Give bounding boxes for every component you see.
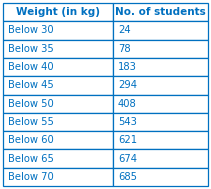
Text: No. of students: No. of students <box>115 7 206 17</box>
Bar <box>3 113 113 131</box>
Bar <box>3 3 113 21</box>
Text: 543: 543 <box>118 117 137 127</box>
Bar <box>113 40 208 58</box>
Bar <box>113 113 208 131</box>
Bar <box>113 3 208 21</box>
Text: Below 35: Below 35 <box>8 44 54 54</box>
Bar <box>3 21 113 40</box>
Text: 24: 24 <box>118 26 131 36</box>
Bar <box>113 168 208 186</box>
Text: Below 40: Below 40 <box>8 62 54 72</box>
Text: 674: 674 <box>118 153 137 163</box>
Text: 183: 183 <box>118 62 137 72</box>
Text: Below 70: Below 70 <box>8 172 54 182</box>
Text: 78: 78 <box>118 44 131 54</box>
Text: 685: 685 <box>118 172 137 182</box>
Bar <box>113 76 208 94</box>
Text: 408: 408 <box>118 99 137 109</box>
Text: 294: 294 <box>118 80 137 90</box>
Bar <box>113 94 208 113</box>
Text: Below 65: Below 65 <box>8 153 54 163</box>
Text: Below 30: Below 30 <box>8 26 54 36</box>
Text: Below 60: Below 60 <box>8 135 54 145</box>
Text: 621: 621 <box>118 135 137 145</box>
Text: Below 50: Below 50 <box>8 99 54 109</box>
Bar <box>113 131 208 149</box>
Bar <box>3 40 113 58</box>
Bar <box>3 131 113 149</box>
Bar <box>113 58 208 76</box>
Text: Below 55: Below 55 <box>8 117 54 127</box>
Bar <box>3 76 113 94</box>
Bar <box>113 149 208 168</box>
Bar <box>3 149 113 168</box>
Bar <box>3 168 113 186</box>
Bar <box>113 21 208 40</box>
Text: Weight (in kg): Weight (in kg) <box>16 7 100 17</box>
Bar <box>3 94 113 113</box>
Bar <box>3 58 113 76</box>
Text: Below 45: Below 45 <box>8 80 54 90</box>
